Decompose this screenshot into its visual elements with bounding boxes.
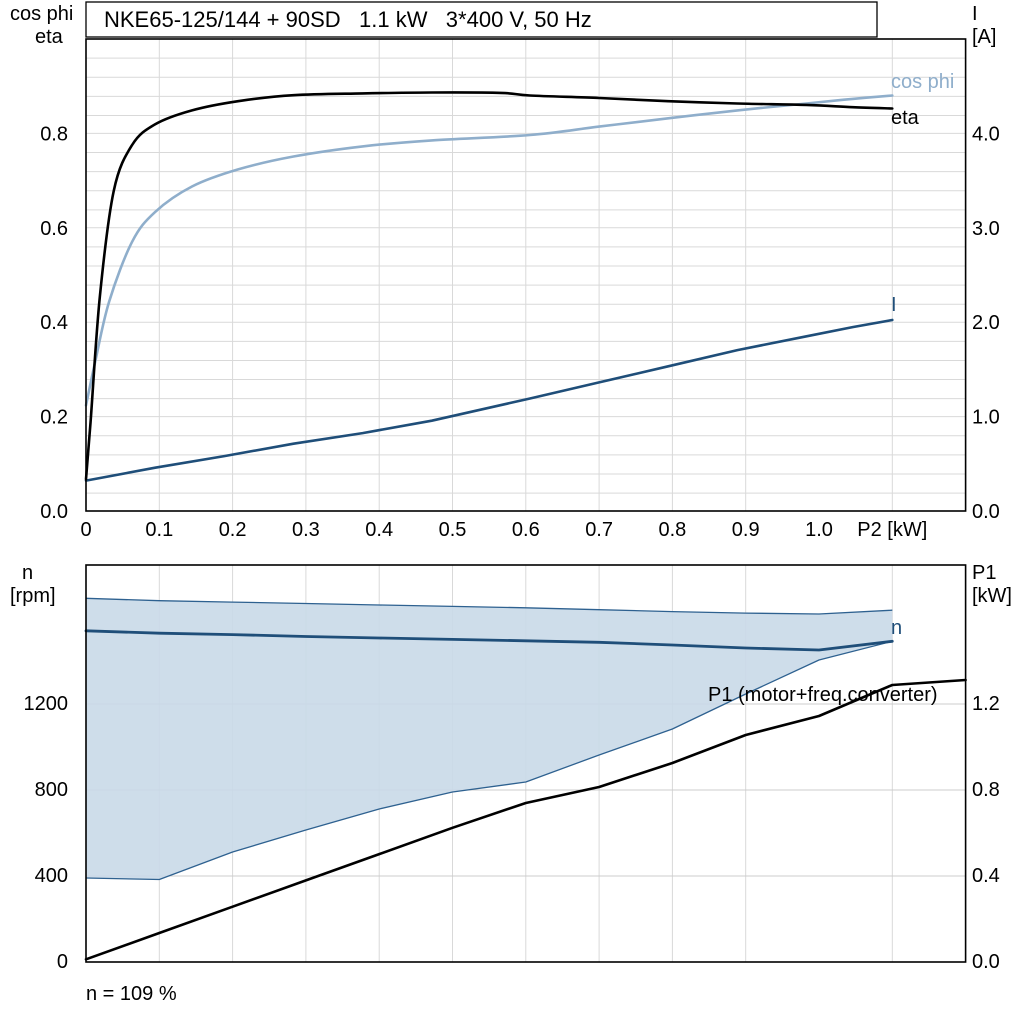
svg-text:0.2: 0.2 <box>219 519 247 541</box>
svg-text:1.2: 1.2 <box>972 693 1000 715</box>
svg-text:1.0: 1.0 <box>972 407 1000 429</box>
svg-text:cos phi: cos phi <box>891 71 954 93</box>
svg-text:0.4: 0.4 <box>365 519 393 541</box>
svg-text:2.0: 2.0 <box>972 312 1000 334</box>
svg-text:0.6: 0.6 <box>512 519 540 541</box>
svg-text:[kW]: [kW] <box>972 585 1012 607</box>
svg-text:0.4: 0.4 <box>40 312 68 334</box>
svg-text:4.0: 4.0 <box>972 123 1000 145</box>
svg-text:n: n <box>22 562 33 584</box>
svg-text:0.7: 0.7 <box>585 519 613 541</box>
svg-text:0: 0 <box>80 519 91 541</box>
svg-text:800: 800 <box>35 779 68 801</box>
svg-text:0.0: 0.0 <box>972 951 1000 973</box>
svg-text:0.2: 0.2 <box>40 407 68 429</box>
svg-text:[A]: [A] <box>972 26 996 48</box>
svg-text:3.0: 3.0 <box>972 218 1000 240</box>
svg-text:P1 (motor+freq.converter): P1 (motor+freq.converter) <box>708 684 938 706</box>
svg-text:eta: eta <box>35 26 64 48</box>
svg-text:0.5: 0.5 <box>439 519 467 541</box>
svg-text:I: I <box>972 3 978 25</box>
svg-text:0.0: 0.0 <box>40 501 68 523</box>
svg-text:0.8: 0.8 <box>40 123 68 145</box>
svg-text:P2 [kW]: P2 [kW] <box>857 519 927 541</box>
svg-text:eta: eta <box>891 107 920 129</box>
svg-text:0: 0 <box>57 951 68 973</box>
svg-text:0.0: 0.0 <box>972 501 1000 523</box>
svg-text:0.8: 0.8 <box>658 519 686 541</box>
svg-text:1200: 1200 <box>24 693 69 715</box>
svg-text:0.1: 0.1 <box>145 519 173 541</box>
svg-text:I: I <box>891 294 897 316</box>
svg-text:0.4: 0.4 <box>972 865 1000 887</box>
svg-text:n = 109 %: n = 109 % <box>86 983 177 1005</box>
svg-text:0.6: 0.6 <box>40 218 68 240</box>
svg-text:P1: P1 <box>972 562 996 584</box>
svg-text:n: n <box>891 617 902 639</box>
svg-text:[rpm]: [rpm] <box>10 585 56 607</box>
svg-text:NKE65-125/144 + 90SD 1.1 kW: NKE65-125/144 + 90SD 1.1 kW 3*400 V, 50 … <box>104 7 592 32</box>
svg-text:0.9: 0.9 <box>732 519 760 541</box>
svg-text:0.8: 0.8 <box>972 779 1000 801</box>
svg-text:1.0: 1.0 <box>805 519 833 541</box>
svg-text:0.3: 0.3 <box>292 519 320 541</box>
svg-text:cos phi: cos phi <box>10 3 73 25</box>
svg-text:400: 400 <box>35 865 68 887</box>
